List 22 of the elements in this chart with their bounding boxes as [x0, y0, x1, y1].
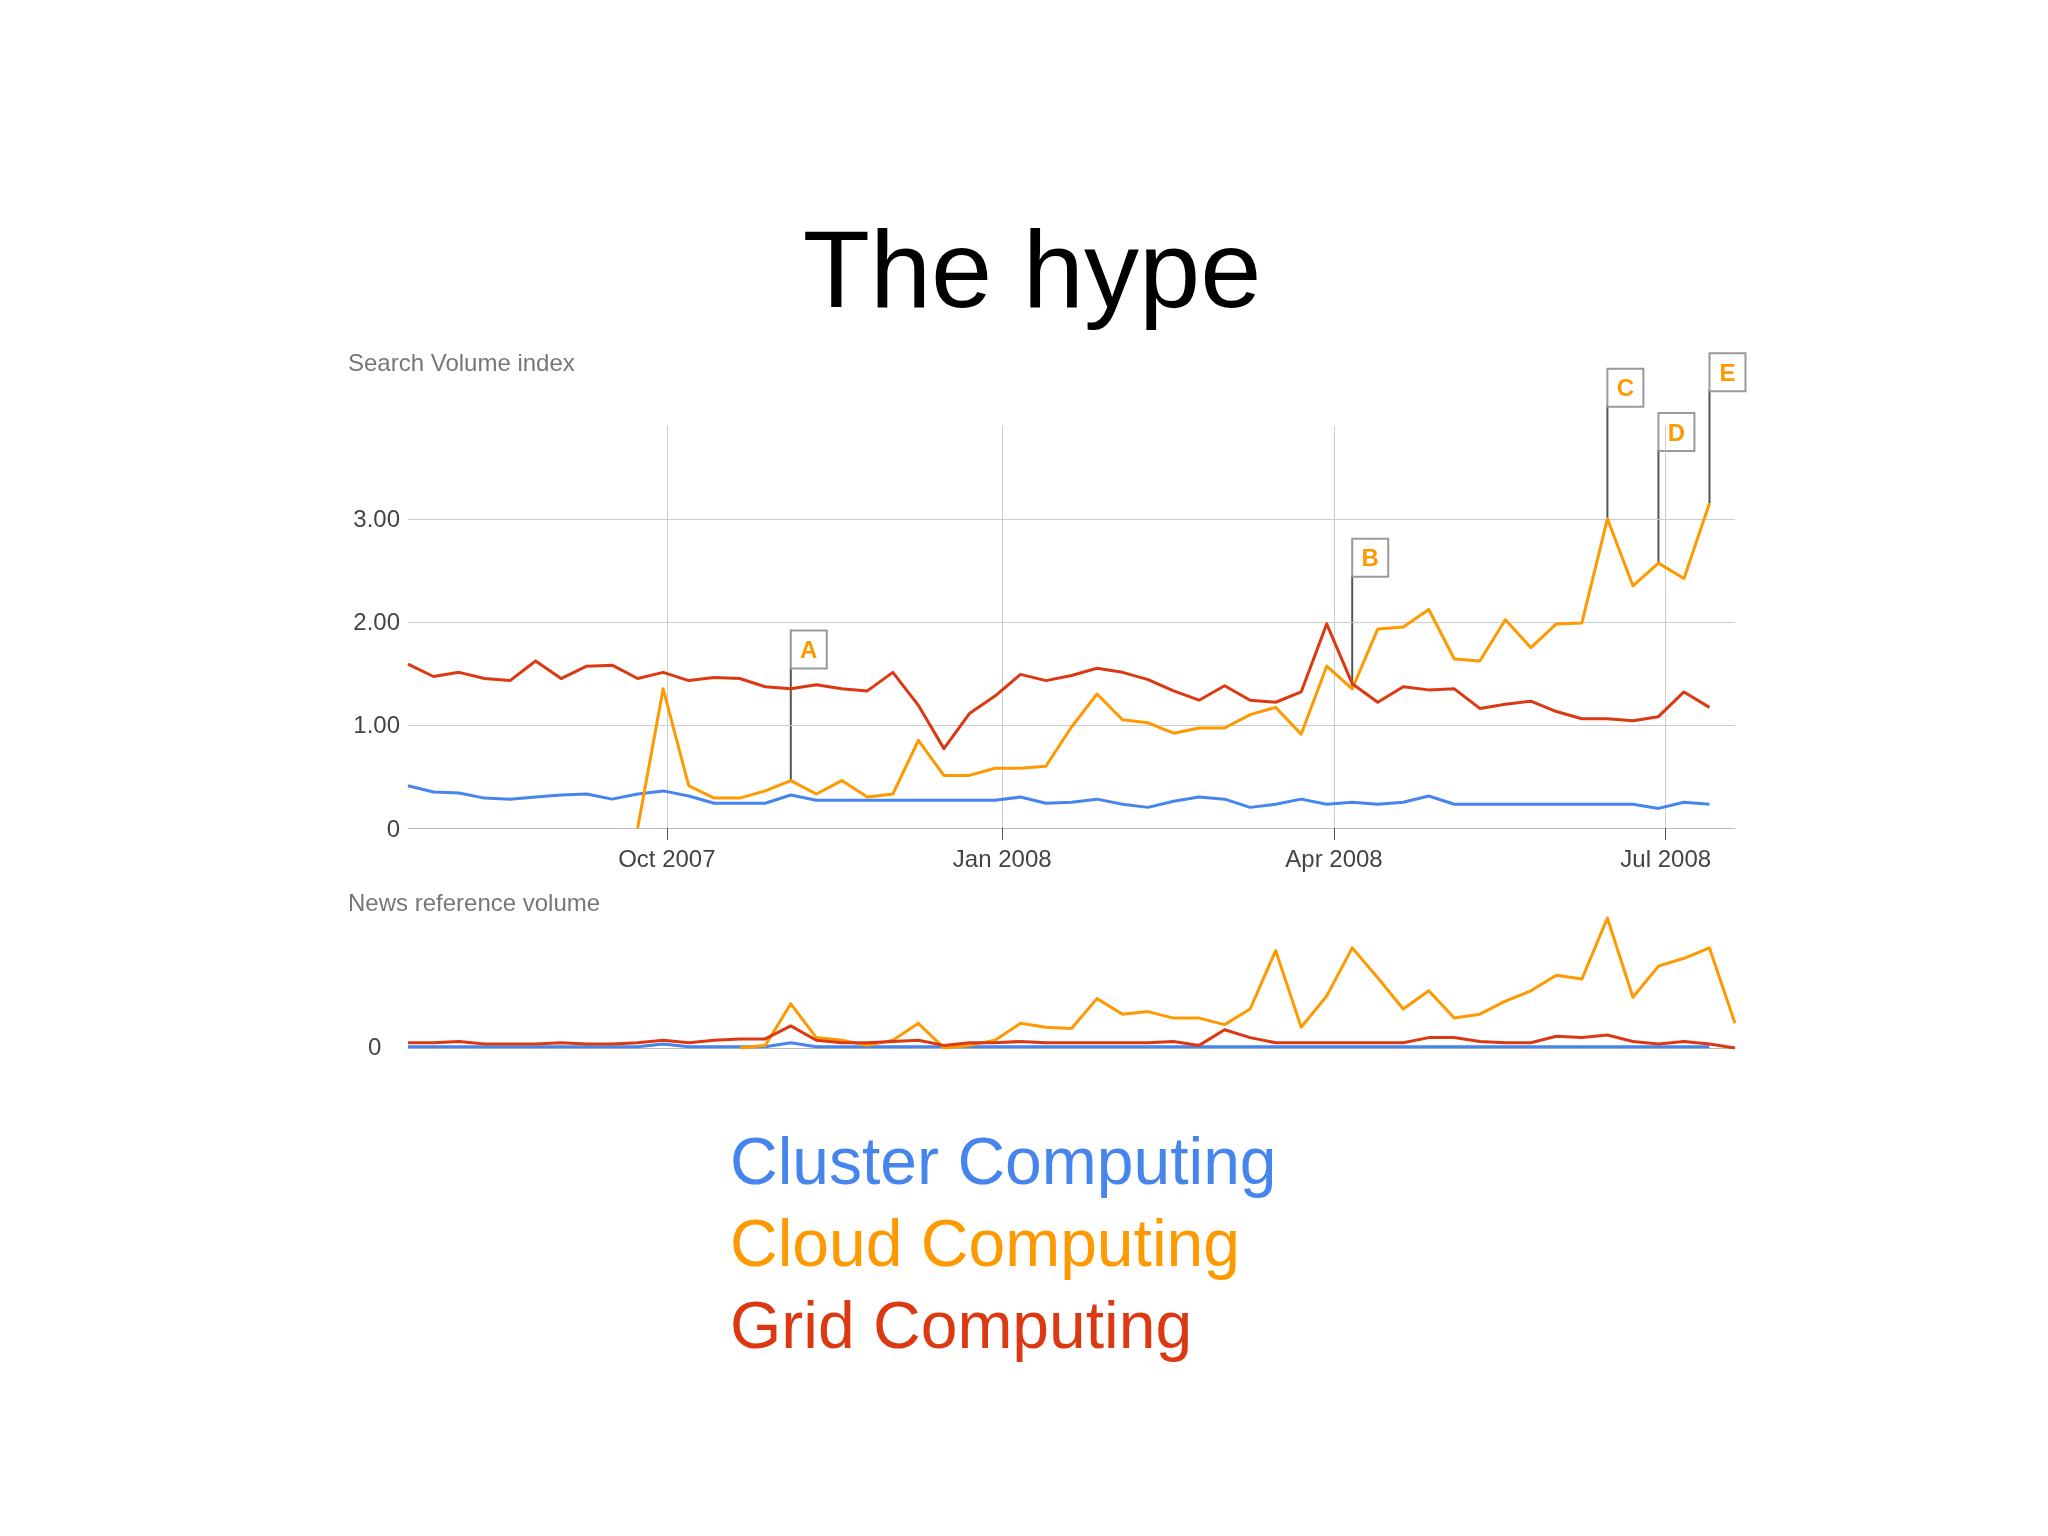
annotation: A: [800, 636, 818, 664]
annotation: B: [1361, 544, 1379, 572]
line-series: [636, 501, 1711, 830]
annotation: D: [1667, 418, 1686, 446]
chart-title: The hype: [802, 206, 1262, 330]
x-tick-label: Jan 2008: [952, 844, 1052, 872]
y-tick-label: 0: [386, 814, 400, 842]
x-tick-label: Apr 2008: [1285, 844, 1383, 872]
y-tick-label: 3.00: [353, 505, 400, 533]
annotation: E: [1719, 358, 1736, 386]
line-series: [406, 784, 1711, 810]
x-tick-label: Jul 2008: [1620, 844, 1712, 872]
text: Cloud Computing: [730, 1206, 1240, 1280]
y-axis-title: Search Volume index: [348, 348, 575, 376]
y-tick-label: 2.00: [353, 608, 400, 636]
annotation: C: [1616, 374, 1635, 402]
series-label: Cluster Computing: [730, 1124, 1277, 1198]
x-tick-label: Oct 2007: [618, 844, 716, 872]
y-tick-label: 1.00: [353, 711, 400, 739]
text: Grid Computing: [730, 1288, 1193, 1362]
line-series: [406, 622, 1711, 751]
y-axis-title: News reference volume: [348, 888, 601, 916]
